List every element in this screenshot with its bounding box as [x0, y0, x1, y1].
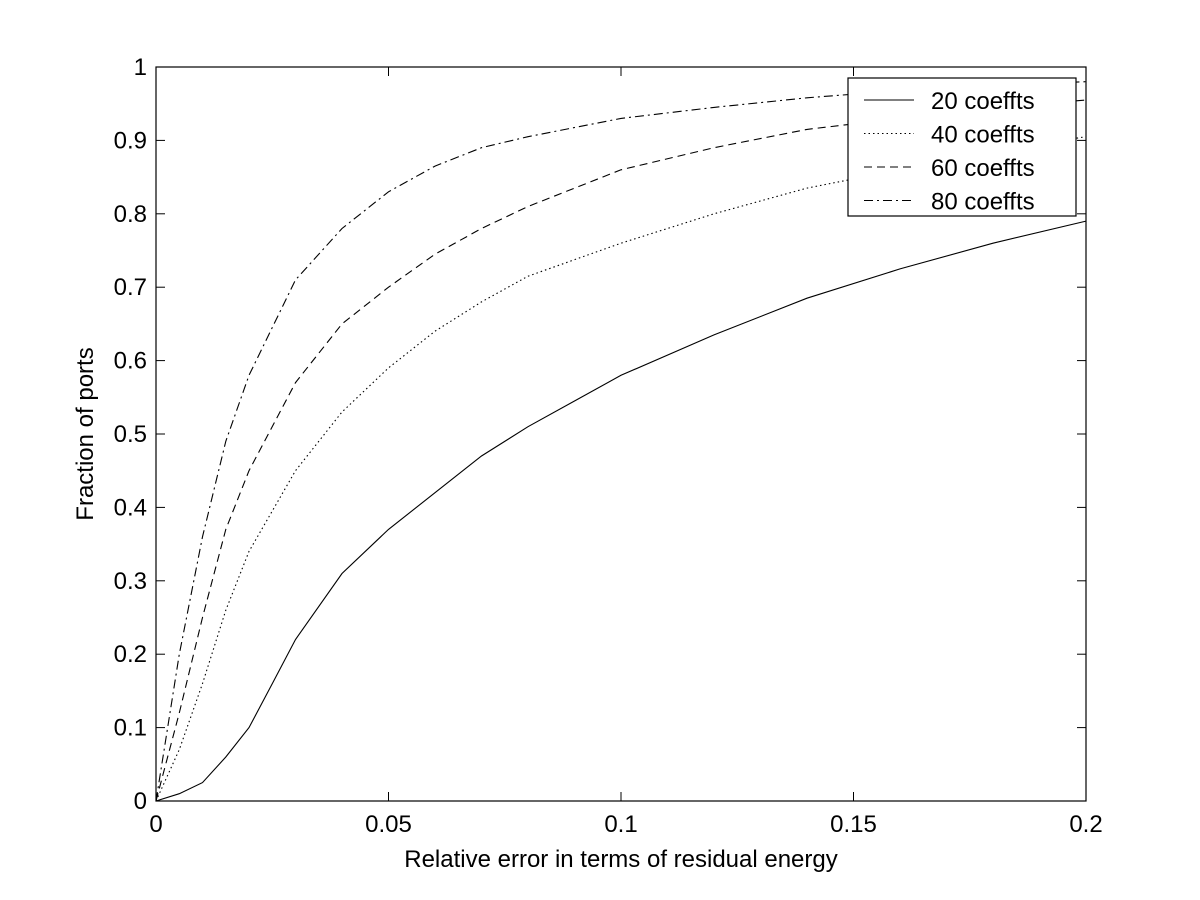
legend-box — [847, 77, 1077, 217]
axes-layer: 0 0.05 0.1 0.15 0.2 0 0.1 0.2 0.3 0.4 0.5 0.6 0.7 0.8… — [114, 54, 1103, 838]
series-line-40-coeffts — [155, 136, 1087, 802]
legend-label: 80 coeffts — [931, 189, 1035, 216]
series-line-80-coeffts — [155, 81, 1087, 802]
x-tick-label: 0.05 — [365, 811, 412, 838]
y-tick-label: 1 — [134, 54, 147, 81]
x-tick-label: 0.2 — [1069, 811, 1102, 838]
x-tick-label: 0.15 — [830, 811, 877, 838]
y-tick-label: 0.3 — [114, 568, 147, 595]
y-tick-label: 0.7 — [114, 274, 147, 301]
y-tick-label: 0.5 — [114, 421, 147, 448]
x-tick-label: 0.1 — [604, 811, 637, 838]
y-tick-label: 0.6 — [114, 348, 147, 375]
y-tick-label: 0.4 — [114, 494, 147, 521]
legend-label: 40 coeffts — [931, 122, 1035, 149]
legend-label: 20 coeffts — [931, 88, 1035, 115]
y-tick-label: 0.2 — [114, 641, 147, 668]
y-tick-label: 0 — [134, 788, 147, 815]
legend: 20 coeffts 40 coeffts 60 coeffts 80 coeffts — [847, 77, 1077, 217]
y-tick-label: 0.9 — [114, 127, 147, 154]
series-line-60-coeffts — [155, 99, 1087, 802]
series-line-20-coeffts — [155, 220, 1087, 802]
series-layer — [155, 81, 1087, 802]
y-tick-label: 0.1 — [114, 715, 147, 742]
x-axis-label: Relative error in terms of residual ener… — [404, 846, 838, 873]
y-tick-label: 0.8 — [114, 201, 147, 228]
x-tick-label: 0 — [149, 811, 162, 838]
y-axis-label: Fraction of ports — [72, 347, 99, 520]
legend-label: 60 coeffts — [931, 155, 1035, 182]
